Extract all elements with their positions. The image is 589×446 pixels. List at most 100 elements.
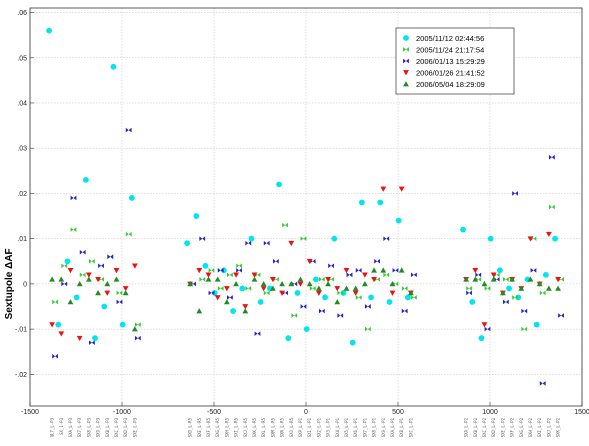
data-point	[496, 267, 503, 274]
x-category-label: SXD_L-P3	[123, 417, 128, 437]
data-point-part	[128, 231, 132, 237]
data-point	[214, 295, 221, 301]
x-category-label: SXE_L-P2	[500, 417, 505, 437]
data-point-part	[515, 191, 518, 196]
x-category-label: SX6_L-P1	[353, 417, 358, 437]
data-point	[368, 294, 374, 301]
data-point	[380, 267, 387, 273]
data-point	[509, 276, 515, 282]
data-point	[552, 235, 558, 242]
data-point	[199, 236, 203, 241]
data-point	[272, 258, 276, 264]
data-point	[340, 290, 347, 296]
data-point-part	[248, 240, 252, 246]
data-point	[49, 322, 55, 328]
data-point	[352, 290, 359, 296]
data-point-part	[202, 236, 206, 241]
data-point	[279, 290, 285, 296]
data-point	[55, 321, 62, 328]
data-point	[104, 290, 111, 296]
data-point	[76, 335, 83, 342]
data-point	[236, 263, 240, 269]
data-point	[410, 295, 414, 300]
data-point	[239, 285, 246, 292]
data-point	[116, 290, 120, 296]
x-category-label: SXD_L-P2	[491, 417, 496, 437]
data-point	[230, 308, 236, 314]
data-point-part	[275, 277, 279, 282]
x-category-label: SXC_L-P1	[408, 417, 413, 437]
data-point-part	[406, 58, 409, 64]
data-point-part	[404, 286, 408, 291]
data-point	[58, 276, 65, 282]
data-point	[49, 276, 55, 282]
data-point-part	[303, 304, 307, 309]
data-point	[58, 331, 65, 337]
y-tick-label: 0	[23, 281, 27, 288]
x-category-label: SXF_L-P2	[510, 417, 515, 437]
data-point	[315, 290, 322, 296]
data-point-part	[395, 267, 399, 273]
data-point-part	[478, 277, 482, 282]
x-category-label: SXI_L-P2	[537, 417, 542, 437]
data-point	[113, 276, 120, 282]
data-point	[490, 276, 497, 282]
data-point	[288, 240, 295, 247]
data-point-part	[496, 272, 500, 278]
data-point	[315, 285, 322, 291]
data-point	[205, 276, 212, 282]
x-category-label: SXI_L-R5	[234, 417, 239, 437]
data-point	[355, 267, 359, 273]
x-category-label: SXP_L-P1	[298, 417, 303, 437]
data-point-part	[542, 381, 546, 386]
x-category-label: SXE_L-P3	[132, 417, 137, 437]
x-category-label: SX_1-P3	[59, 417, 64, 434]
data-point	[134, 322, 138, 327]
legend-label: 2005/11/12 02:44:56	[416, 34, 484, 43]
x-tick-label: 1000	[482, 409, 498, 416]
data-point-part	[211, 267, 215, 273]
data-point	[331, 235, 338, 242]
data-point-part	[82, 272, 86, 278]
data-point	[484, 326, 488, 332]
data-point	[512, 191, 516, 196]
data-point-part	[312, 258, 316, 264]
data-point	[364, 326, 368, 332]
data-point-part	[239, 263, 242, 269]
data-point	[398, 267, 405, 273]
data-point	[521, 326, 525, 332]
y-tick-label: .06	[17, 10, 27, 17]
data-point	[466, 290, 470, 296]
data-point	[297, 276, 304, 282]
data-point	[223, 286, 230, 292]
data-point-part	[101, 263, 104, 269]
x-category-label: SX8_L-P3	[86, 417, 91, 437]
category-labels: QL7_L-P3 SX_1-P3 SXA_L-P3 SX7_L-P3 SX8_L-P3 S…	[50, 417, 561, 437]
data-point-part	[386, 236, 390, 241]
x-category-label: SX7_L-P1	[362, 417, 367, 437]
data-point	[545, 231, 552, 238]
data-point	[125, 231, 129, 237]
data-point	[260, 286, 267, 292]
data-point	[67, 299, 74, 305]
data-point	[533, 321, 540, 328]
data-point	[248, 235, 255, 242]
legend-marker	[403, 81, 409, 87]
data-point	[371, 267, 377, 273]
x-category-label: SX9_L-P3	[96, 417, 101, 437]
data-point	[217, 267, 221, 273]
series-1	[46, 27, 558, 346]
data-point	[61, 263, 65, 269]
y-tick-label: .05	[17, 55, 27, 62]
x-category-label: SX4_L-P1	[335, 417, 340, 437]
data-point	[472, 267, 479, 274]
data-point-part	[561, 277, 564, 282]
data-points	[46, 27, 564, 386]
data-point	[98, 263, 102, 269]
data-point	[383, 236, 387, 241]
data-point	[325, 280, 331, 287]
data-point-part	[119, 290, 123, 296]
data-point	[398, 186, 405, 192]
legend-label: 2006/05/04 18:29:09	[416, 80, 485, 89]
data-point-part	[524, 326, 528, 332]
